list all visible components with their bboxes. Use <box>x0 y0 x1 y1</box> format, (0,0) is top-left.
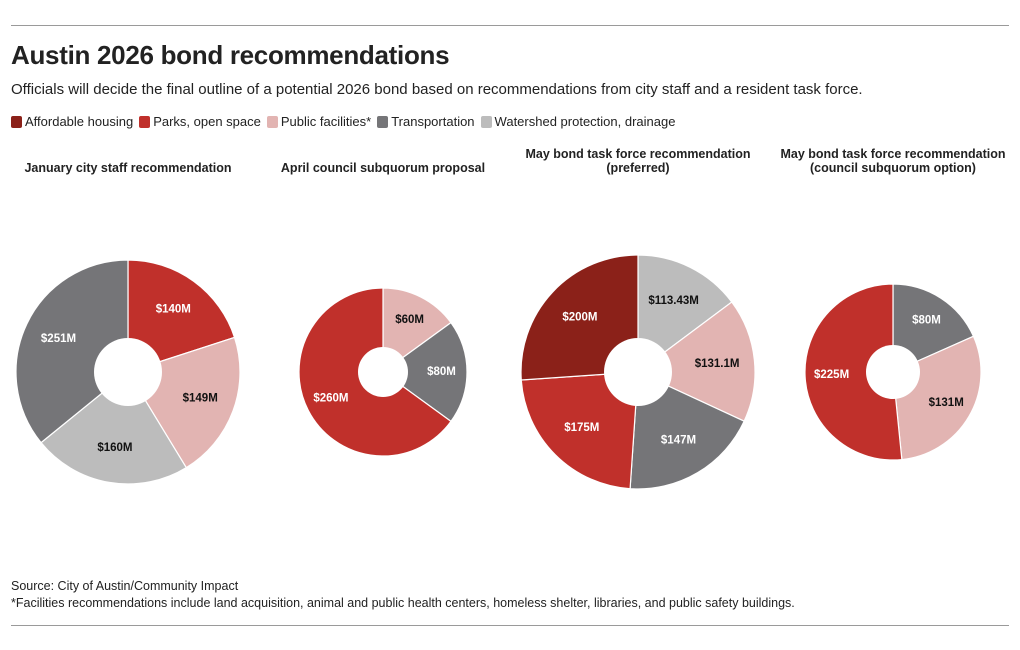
source-note: Source: City of Austin/Community Impact <box>11 579 239 593</box>
slice-label: $225M <box>814 369 849 381</box>
donut-hole <box>94 338 162 406</box>
panel-title-line: (preferred) <box>606 161 670 175</box>
footnote: *Facilities recommendations include land… <box>11 596 795 610</box>
legend-item-watershed: Watershed protection, drainage <box>480 114 676 129</box>
pie-chart-1: $60M $80M $260M <box>298 287 468 457</box>
pie-slice <box>520 254 639 381</box>
pie-chart-2: $113.43M $131.1M $147M $175M $200M <box>520 254 756 490</box>
pie-chart-0: $140M $149M $160M $251M <box>15 259 241 485</box>
slice-label: $80M <box>427 366 456 378</box>
legend-label: Public facilities* <box>280 114 372 129</box>
legend-label: Affordable housing <box>25 114 134 129</box>
slice-label: $200M <box>562 312 597 324</box>
slice-label: $131M <box>929 397 964 409</box>
panel-title-april: April council subquorum proposal <box>258 161 508 175</box>
pie-slice <box>636 301 756 422</box>
legend-item-parks: Parks, open space <box>139 114 261 129</box>
legend-swatch <box>377 115 389 128</box>
panel-title-line: May bond task force recommendation <box>780 147 1006 161</box>
chart-title: Austin 2026 bond recommendations <box>11 40 450 70</box>
legend-swatch <box>266 115 278 128</box>
legend-label: Parks, open space <box>153 114 261 129</box>
donut-hole <box>866 345 920 399</box>
panel-title-may-preferred: May bond task force recommendation (pref… <box>513 147 763 175</box>
pie-chart-3: $80M $131M $225M <box>804 283 982 461</box>
bottom-rule <box>11 625 1009 626</box>
panel-title-line: April council subquorum proposal <box>280 161 486 175</box>
panel-title-january: January city staff recommendation <box>3 161 253 175</box>
slice-label: $147M <box>661 434 696 446</box>
slice-label: $260M <box>313 393 348 405</box>
legend-swatch <box>139 115 151 128</box>
legend-item-public-facilities: Public facilities* <box>266 114 372 129</box>
panel-title-line: January city staff recommendation <box>24 161 232 175</box>
pie-slice <box>381 321 468 423</box>
pie-slice <box>637 254 733 374</box>
slice-label: $80M <box>912 314 941 326</box>
pie-slice <box>520 371 639 490</box>
pie-slice <box>15 259 129 444</box>
panel-title-line: (council subquorum option) <box>810 161 976 175</box>
slice-label: $140M <box>156 304 191 316</box>
legend: Affordable housing Parks, open space Pub… <box>11 114 681 129</box>
panel-title-may-council-option: May bond task force recommendation (coun… <box>768 147 1018 175</box>
legend-item-transportation: Transportation <box>377 114 475 129</box>
slice-label: $175M <box>564 422 599 434</box>
donut-hole <box>604 338 672 406</box>
legend-swatch <box>11 115 22 128</box>
pie-slice <box>629 371 745 490</box>
slice-label: $131.1M <box>695 358 740 370</box>
top-rule <box>11 25 1009 26</box>
legend-item-affordable-housing: Affordable housing <box>11 114 133 129</box>
slice-label: $149M <box>183 393 218 405</box>
pie-slice <box>892 283 975 373</box>
pie-slice <box>804 283 903 461</box>
donut-hole <box>358 347 408 397</box>
pie-slice <box>382 287 452 374</box>
slice-label: $251M <box>41 333 76 345</box>
chart-subtitle: Officials will decide the final outline … <box>11 81 863 98</box>
slice-label: $160M <box>97 442 132 454</box>
legend-swatch <box>480 115 492 128</box>
panel-title-line: May bond task force recommendation <box>525 147 751 161</box>
slice-label: $113.43M <box>648 295 699 307</box>
pie-slice <box>127 259 236 373</box>
legend-label: Transportation <box>391 114 475 129</box>
slice-label: $60M <box>395 314 424 326</box>
legend-label: Watershed protection, drainage <box>494 114 676 129</box>
pie-slice <box>40 371 188 485</box>
